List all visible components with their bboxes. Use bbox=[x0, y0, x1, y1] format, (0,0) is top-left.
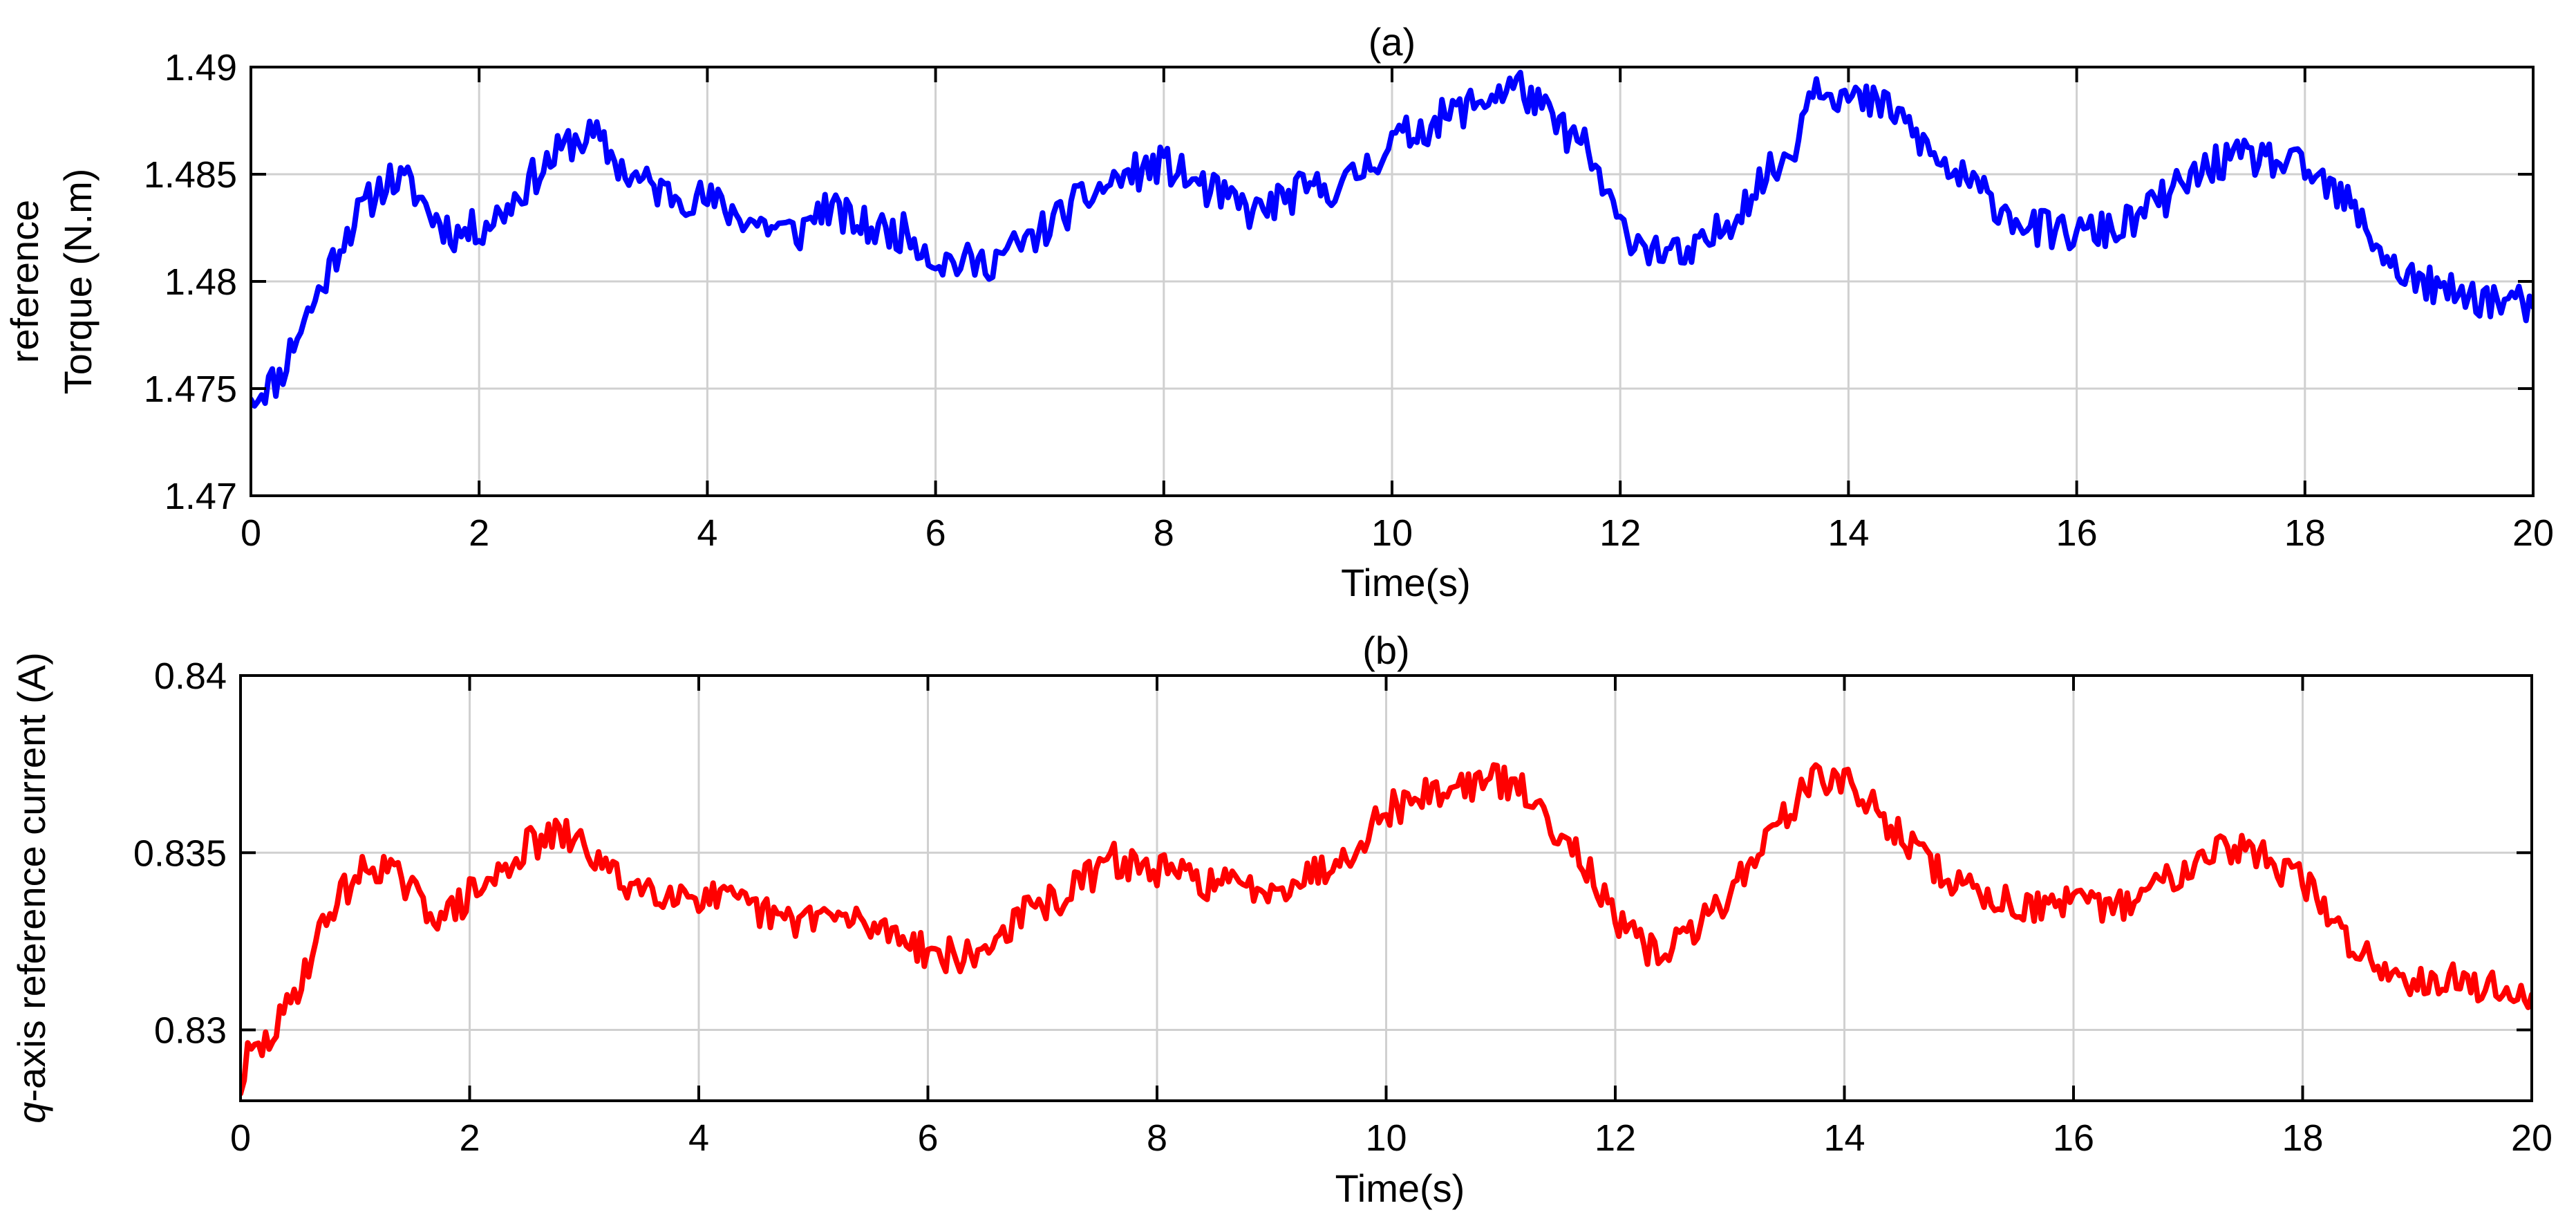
y-tick-label-a: 1.48 bbox=[164, 261, 237, 303]
series-line-a bbox=[251, 69, 2533, 409]
x-tick-label-b: 6 bbox=[917, 1117, 938, 1159]
y-tick-label-a: 1.475 bbox=[144, 369, 237, 410]
x-axis-title-a: Time(s) bbox=[1341, 561, 1471, 604]
x-tick-label-a: 6 bbox=[925, 512, 946, 554]
x-tick-label-a: 20 bbox=[2512, 512, 2554, 554]
y-axis-title-rest: -axis reference current (A) bbox=[10, 652, 53, 1101]
y-axis-title-a-line-2: Torque (N.m) bbox=[56, 169, 100, 395]
y-tick-label-b: 0.835 bbox=[133, 832, 227, 874]
x-tick-label-a: 0 bbox=[241, 512, 261, 554]
x-axis-title-b: Time(s) bbox=[1335, 1166, 1465, 1210]
chart-panel-a: 0 2 4 6 8 10 12 14 16 18 20 1.47 1.475 1.48 1.485 1.49 (… bbox=[3, 20, 2554, 604]
x-tick-label-a: 12 bbox=[1599, 512, 1641, 554]
series-line-b bbox=[241, 762, 2532, 1097]
x-tick-label-a: 2 bbox=[469, 512, 489, 554]
chart-title-b: (b) bbox=[1362, 629, 1409, 672]
x-tick-label-a: 10 bbox=[1371, 512, 1413, 554]
y-tick-label-a: 1.485 bbox=[144, 154, 237, 196]
y-tick-label-b: 0.83 bbox=[154, 1010, 227, 1052]
x-tick-label-b: 2 bbox=[459, 1117, 480, 1159]
chart-title-a: (a) bbox=[1369, 20, 1416, 64]
x-tick-label-b: 12 bbox=[1595, 1117, 1636, 1159]
y-tick-label-b: 0.84 bbox=[154, 655, 227, 697]
x-tick-label-b: 0 bbox=[230, 1117, 251, 1159]
y-axis-title-a-line-1: reference bbox=[3, 200, 46, 364]
x-tick-label-a: 14 bbox=[1827, 512, 1869, 554]
x-tick-label-a: 8 bbox=[1154, 512, 1174, 554]
x-tick-label-a: 18 bbox=[2284, 512, 2326, 554]
y-tick-label-a: 1.49 bbox=[164, 47, 237, 89]
x-tick-label-b: 8 bbox=[1147, 1117, 1167, 1159]
y-axis-title-b: q-axis reference current (A) bbox=[10, 652, 53, 1124]
x-tick-label-b: 14 bbox=[1823, 1117, 1865, 1159]
x-tick-label-b: 20 bbox=[2511, 1117, 2553, 1159]
x-tick-label-b: 10 bbox=[1365, 1117, 1407, 1159]
chart-panel-b: 0 2 4 6 8 10 12 14 16 18 20 0.83 0.835 0.84 (b) Time(s)… bbox=[10, 629, 2553, 1210]
x-tick-label-a: 4 bbox=[697, 512, 717, 554]
x-tick-label-b: 18 bbox=[2282, 1117, 2323, 1159]
x-tick-label-a: 16 bbox=[2056, 512, 2098, 554]
y-axis-title-variable: q bbox=[10, 1102, 53, 1124]
y-tick-label-a: 1.47 bbox=[164, 476, 237, 517]
x-tick-label-b: 16 bbox=[2053, 1117, 2094, 1159]
x-tick-label-b: 4 bbox=[688, 1117, 709, 1159]
